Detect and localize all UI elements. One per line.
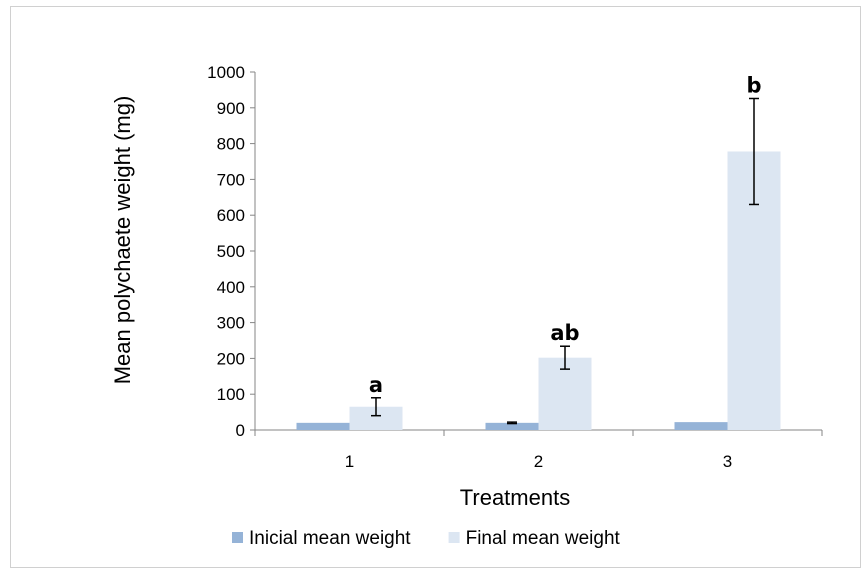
y-tick-label: 700 <box>217 170 245 189</box>
x-axis-title: Treatments <box>460 485 570 510</box>
y-tick-label: 100 <box>217 385 245 404</box>
bar <box>349 406 403 430</box>
bar <box>674 422 728 430</box>
bar <box>485 422 539 430</box>
x-tick-label: 3 <box>723 452 732 471</box>
legend-swatch <box>448 532 460 543</box>
bar <box>296 422 350 430</box>
y-axis-title: Mean polychaete weight (mg) <box>110 96 135 385</box>
plot-area: 0 100 200 300 400 500 600 700 800 900 1000 1 2 3 a ab b <box>207 63 823 471</box>
y-tick-label: 800 <box>217 135 245 154</box>
x-tick-label: 1 <box>345 452 354 471</box>
y-tick-label: 1000 <box>207 63 245 82</box>
y-tick-label: 500 <box>217 242 245 261</box>
chart-frame <box>10 6 861 568</box>
y-tick-label: 0 <box>236 421 245 440</box>
legend-swatch <box>232 532 243 543</box>
y-tick-label: 300 <box>217 314 245 333</box>
y-tick-label: 400 <box>217 278 245 297</box>
significance-label: b <box>746 73 761 97</box>
y-tick-label: 600 <box>217 206 245 225</box>
legend-label: Final mean weight <box>466 528 621 549</box>
legend: Inicial mean weight Final mean weight <box>232 528 621 549</box>
legend-label: Inicial mean weight <box>249 528 411 549</box>
significance-label: a <box>369 373 383 397</box>
y-tick-label: 200 <box>217 349 245 368</box>
x-tick-label: 2 <box>534 452 543 471</box>
y-tick-label: 900 <box>217 99 245 118</box>
significance-label: ab <box>550 321 579 345</box>
